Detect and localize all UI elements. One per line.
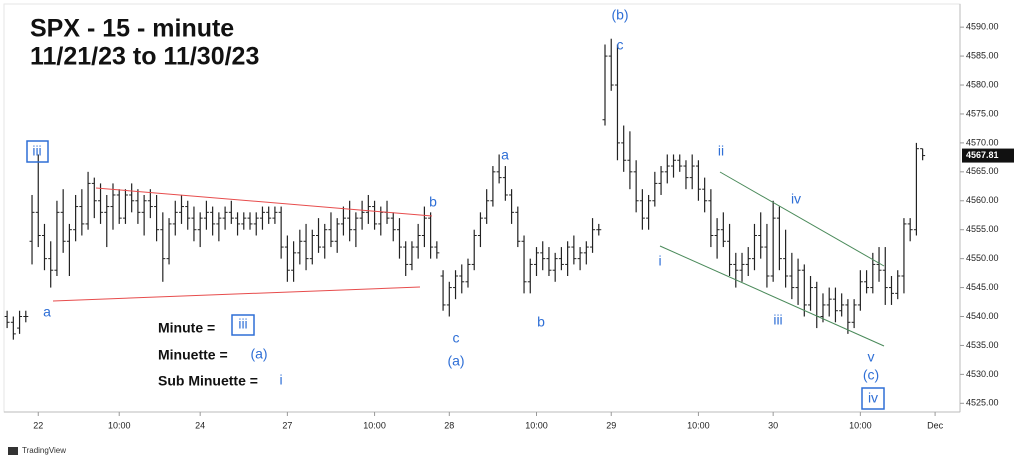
y-tick-label: 4575.00 <box>966 108 999 118</box>
x-tick-label: 30 <box>768 420 778 430</box>
chart-title: SPX - 15 - minute <box>30 15 234 43</box>
x-tick-label: 27 <box>282 420 292 430</box>
x-tick-label: 22 <box>33 420 43 430</box>
wave-label: b <box>429 194 437 210</box>
x-tick-label: 24 <box>195 420 205 430</box>
wave-label: iii <box>32 143 41 159</box>
x-tick-label: 10:00 <box>849 420 872 430</box>
y-tick-label: 4585.00 <box>966 50 999 60</box>
legend-text: Sub Minuette = <box>158 373 258 389</box>
y-tick-label: 4530.00 <box>966 369 999 379</box>
y-tick-label: 4550.00 <box>966 253 999 263</box>
y-tick-label: 4525.00 <box>966 398 999 408</box>
y-tick-label: 4590.00 <box>966 22 999 32</box>
x-tick-label: 28 <box>444 420 454 430</box>
wave-label: iii <box>773 312 782 328</box>
chart-subtitle: 11/21/23 to 11/30/23 <box>30 43 259 71</box>
wave-label: a <box>43 304 51 320</box>
wave-label: (a) <box>447 353 464 369</box>
y-tick-label: 4535.00 <box>966 340 999 350</box>
wave-label: i <box>658 253 661 269</box>
y-tick-label: 4570.00 <box>966 137 999 147</box>
y-tick-label: 4560.00 <box>966 195 999 205</box>
trend-line <box>52 286 421 302</box>
y-tick-label: 4540.00 <box>966 311 999 321</box>
label-box <box>861 387 885 410</box>
x-tick-label: 10:00 <box>363 420 386 430</box>
wave-label: ii <box>718 143 724 159</box>
price-tag <box>962 148 1014 163</box>
logo <box>8 447 18 455</box>
price-tag-label: 4567.81 <box>966 150 999 160</box>
wave-label: c <box>453 330 460 346</box>
legend-label: i <box>279 372 282 388</box>
trend-line <box>719 171 885 267</box>
x-tick-label: 10:00 <box>525 420 548 430</box>
legend-text: Minuette = <box>158 347 228 363</box>
x-tick-label: Dec <box>927 420 944 430</box>
trend-line <box>95 187 433 217</box>
x-tick-label: 29 <box>606 420 616 430</box>
wave-label: c <box>617 37 624 53</box>
wave-label: (c) <box>863 367 879 383</box>
wave-label: v <box>868 349 875 365</box>
y-tick-label: 4565.00 <box>966 166 999 176</box>
wave-label: a <box>501 147 509 163</box>
y-tick-label: 4580.00 <box>966 79 999 89</box>
label-box <box>26 140 49 163</box>
trend-line <box>659 245 885 347</box>
legend-label: iii <box>238 316 247 332</box>
y-tick-label: 4545.00 <box>966 282 999 292</box>
source: TradingView <box>22 446 66 455</box>
x-tick-label: 10:00 <box>687 420 710 430</box>
y-tick-label: 4555.00 <box>966 224 999 234</box>
label-box <box>231 314 255 336</box>
wave-label: iv <box>868 390 878 406</box>
x-tick-label: 10:00 <box>108 420 131 430</box>
wave-label: iv <box>791 191 801 207</box>
legend-label: (a) <box>250 346 267 362</box>
wave-label: b <box>537 314 545 330</box>
wave-label: (b) <box>611 7 628 23</box>
legend-text: Minute = <box>158 320 215 336</box>
